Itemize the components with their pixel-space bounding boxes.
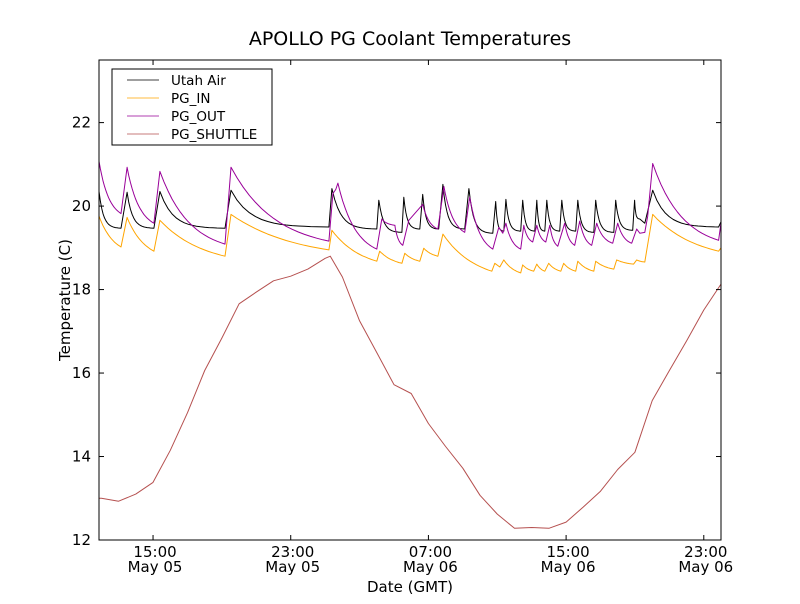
plot-frame <box>98 59 722 541</box>
x-tick-label-date: May 05 <box>128 558 183 576</box>
legend-box <box>111 68 273 146</box>
y-tick-label: 20 <box>72 197 91 215</box>
x-axis-label: Date (GMT) <box>367 578 453 596</box>
y-tick-label: 14 <box>72 448 91 466</box>
series-layer <box>98 161 722 529</box>
x-tick-label-time: 23:00 <box>684 543 727 561</box>
x-tick-label-date: May 06 <box>403 558 458 576</box>
legend-label: Utah Air <box>171 73 226 89</box>
y-axis-label: Temperature (C) <box>56 239 74 362</box>
legend-label: PG_SHUTTLE <box>171 127 257 143</box>
series-line-pg-shuttle <box>99 255 722 529</box>
legend-label: PG_OUT <box>171 109 226 125</box>
x-tick-label-date: May 06 <box>541 558 596 576</box>
x-tick-label-time: 23:00 <box>271 543 314 561</box>
y-tick-label: 16 <box>72 364 91 382</box>
legend-label: PG_IN <box>171 91 210 107</box>
x-tick-label-date: May 05 <box>265 558 320 576</box>
x-tick-label-time: 15:00 <box>546 543 589 561</box>
x-tick-label-date: May 06 <box>678 558 733 576</box>
x-tick-label-time: 07:00 <box>409 543 452 561</box>
x-tick-label-time: 15:00 <box>133 543 176 561</box>
chart-title: APOLLO PG Coolant Temperatures <box>249 28 571 50</box>
series-line-pg-out <box>98 161 722 250</box>
y-tick-label: 22 <box>72 114 91 132</box>
legend: Utah Air PG_IN PG_OUT PG_SHUTTLE <box>111 68 273 146</box>
series-line-pg-in <box>98 213 722 274</box>
y-tick-label: 18 <box>72 281 91 299</box>
y-tick-label: 12 <box>72 531 91 549</box>
